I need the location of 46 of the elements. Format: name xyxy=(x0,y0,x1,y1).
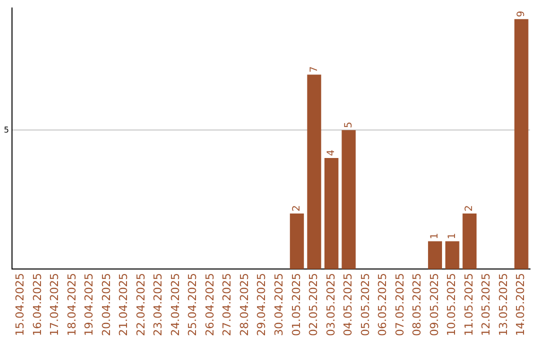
data-label: 5 xyxy=(343,122,354,128)
x-tick-label: 25.04.2025 xyxy=(186,273,200,336)
bar xyxy=(307,74,322,270)
data-label: 1 xyxy=(430,232,441,240)
bar xyxy=(428,241,442,270)
x-tick-label: 12.05.2025 xyxy=(480,273,493,336)
x-tick-label: 21.04.2025 xyxy=(117,273,130,336)
x-tick-label: 04.05.2025 xyxy=(342,273,355,336)
x-tick-label: 09.05.2025 xyxy=(428,273,441,336)
x-tick-label: 28.04.2025 xyxy=(238,273,251,336)
x-tick-label: 22.04.2025 xyxy=(134,273,148,336)
x-tick-label: 05.05.2025 xyxy=(358,273,372,336)
bar xyxy=(445,241,460,270)
data-label: 1 xyxy=(446,232,458,240)
x-tick-label: 26.04.2025 xyxy=(203,273,216,336)
x-tick-label: 16.04.2025 xyxy=(30,273,44,336)
x-tick-label: 23.04.2025 xyxy=(152,273,165,336)
x-tick-label: 03.05.2025 xyxy=(324,273,338,336)
x-tick-label: 13.05.2025 xyxy=(496,273,510,336)
x-tick-label: 20.04.2025 xyxy=(100,273,113,336)
x-tick-label: 07.05.2025 xyxy=(393,273,406,336)
data-label: 7 xyxy=(308,66,320,73)
x-tick-label: 02.05.2025 xyxy=(307,273,320,336)
x-tick-label: 17.04.2025 xyxy=(48,273,62,336)
x-tick-label: 27.04.2025 xyxy=(220,273,234,336)
x-tick-label: 29.04.2025 xyxy=(255,273,268,336)
x-tick-label: 15.04.2025 xyxy=(13,273,26,336)
bar xyxy=(514,19,528,270)
x-tick-label: 24.04.2025 xyxy=(168,273,182,336)
x-tick-label: 18.04.2025 xyxy=(65,273,78,336)
bar xyxy=(342,130,356,270)
x-tick-label: 19.04.2025 xyxy=(82,273,96,336)
data-label: 9 xyxy=(516,10,527,18)
data-label: 2 xyxy=(291,205,302,212)
x-tick-label: 14.05.2025 xyxy=(514,273,528,336)
data-label: 2 xyxy=(464,205,476,212)
bar xyxy=(462,213,477,270)
bar xyxy=(324,158,338,270)
x-tick-label: 08.05.2025 xyxy=(410,273,424,336)
x-tick-label: 30.04.2025 xyxy=(272,273,286,336)
x-tick-label: 01.05.2025 xyxy=(290,273,303,336)
x-tick-label: 11.05.2025 xyxy=(462,273,476,336)
bar xyxy=(290,213,304,270)
x-tick-label: 06.05.2025 xyxy=(376,273,390,336)
x-tick-label: 10.05.2025 xyxy=(445,273,458,336)
data-label: 4 xyxy=(326,150,338,156)
